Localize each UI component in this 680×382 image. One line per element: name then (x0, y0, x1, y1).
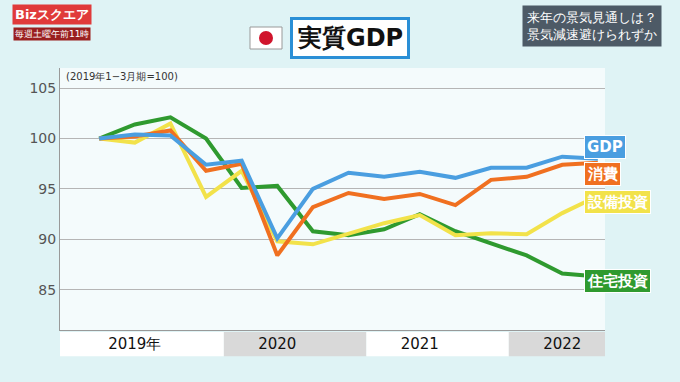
svg-text:来年の景気見通しは？景気減速避けられずか: 来年の景気見通しは？景気減速避けられずか (527, 10, 657, 42)
svg-text:消費: 消費 (587, 165, 618, 183)
svg-text:(2019年1−3月期=100): (2019年1−3月期=100) (66, 71, 178, 82)
svg-text:設備投資: 設備投資 (587, 193, 648, 211)
svg-text:90: 90 (38, 231, 56, 247)
svg-text:GDP: GDP (587, 138, 623, 156)
svg-text:100: 100 (29, 130, 56, 146)
svg-text:毎週土曜午前11時: 毎週土曜午前11時 (15, 29, 89, 39)
svg-text:2021: 2021 (401, 335, 439, 353)
svg-text:2020: 2020 (258, 335, 296, 353)
svg-text:2022: 2022 (543, 335, 581, 353)
svg-text:95: 95 (38, 181, 56, 197)
svg-text:Bizスクエア: Bizスクエア (15, 7, 89, 22)
svg-text:105: 105 (29, 80, 56, 96)
svg-text:2019年: 2019年 (108, 335, 161, 353)
svg-text:実質GDP: 実質GDP (297, 24, 403, 52)
svg-text:住宅投資: 住宅投資 (587, 272, 648, 290)
svg-text:85: 85 (38, 282, 56, 298)
